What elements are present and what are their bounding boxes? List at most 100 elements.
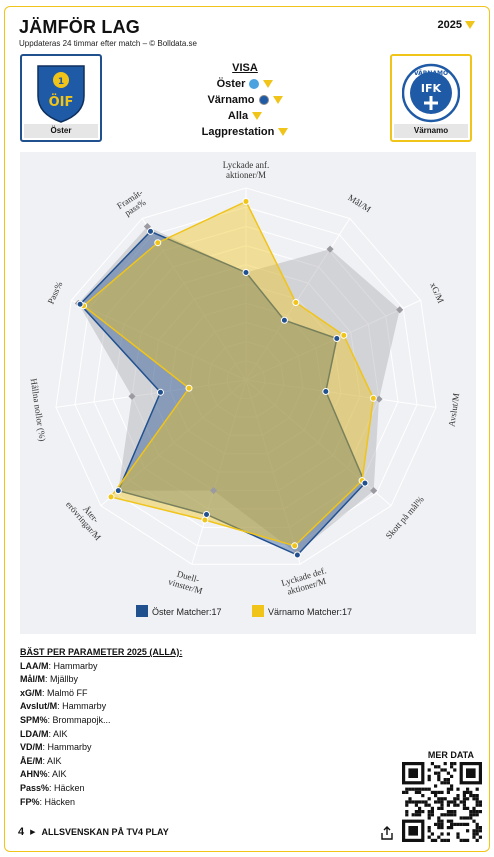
svg-text:1: 1 (58, 77, 64, 87)
radar-spoke (100, 379, 247, 507)
best-header: BÄST PER PARAMETER 2025 (ALLA): (20, 647, 183, 657)
footer-link[interactable]: 4 ▶ ALLSVENSKAN PÅ TV4 PLAY (18, 826, 169, 838)
best-item-team: : Häcken (49, 782, 85, 793)
svg-text:Hållna nollor (%): Hållna nollor (%) (29, 378, 48, 442)
best-list: LAA/M: Hammarby Mål/M: Mjällby xG/M: Malmö… (20, 660, 182, 810)
best-item: ÅE/M: AIK (20, 755, 182, 769)
best-item: LAA/M: Hammarby (20, 660, 182, 674)
oster-point[interactable] (333, 335, 341, 343)
team1-label: Öster (216, 78, 246, 90)
oster-point[interactable] (280, 316, 288, 324)
oster-point[interactable] (293, 551, 301, 559)
radar-spoke (245, 299, 421, 381)
varnamo-point[interactable] (185, 384, 193, 392)
axis-label: Hållna nollor (%) (29, 378, 48, 442)
chevron-down-icon (263, 80, 274, 88)
team-right-card[interactable]: VÄRNAMO IFK Värnamo (390, 54, 472, 142)
best-item-key: FP% (20, 796, 40, 807)
varnamo-point[interactable] (292, 298, 300, 306)
varnamo-crest-icon: VÄRNAMO IFK (402, 63, 460, 123)
radar-spoke (191, 379, 247, 565)
axis-label: xG/M (428, 281, 446, 305)
best-item-team: : Mjällby (45, 674, 79, 685)
tv4-logo-icon: 4 (18, 826, 25, 838)
year-select[interactable]: 2025 (438, 19, 475, 31)
oster-point[interactable] (114, 487, 122, 495)
series-varnamo-area (82, 200, 375, 547)
varnamo-point[interactable] (369, 394, 377, 402)
oster-point[interactable] (76, 300, 84, 308)
svg-text:Mål/M: Mål/M (346, 192, 372, 214)
svg-text:Avslut/M: Avslut/M (447, 392, 462, 427)
best-item-key: LAA/M (20, 660, 49, 671)
chevron-down-icon (465, 21, 475, 29)
metric-select[interactable]: Lagprestation (165, 124, 325, 140)
svg-text:xG/M: xG/M (428, 281, 446, 305)
right-logo-mid-text: IFK (421, 82, 442, 95)
axis-label: Mål/M (346, 192, 372, 214)
team2-label: Värnamo (207, 94, 255, 106)
oster-point[interactable] (242, 268, 250, 276)
best-item-key: Pass% (20, 782, 50, 793)
svg-text:Lyckade anf.: Lyckade anf. (223, 160, 269, 170)
team-right-name: Värnamo (394, 124, 468, 138)
radar-ring (74, 206, 418, 547)
filter-select[interactable]: Alla (165, 108, 325, 124)
oster-point[interactable] (156, 388, 164, 396)
oster-point[interactable] (147, 227, 155, 235)
league-point (396, 306, 404, 314)
best-item-key: Avslut/M (20, 701, 58, 712)
radar-ring (150, 283, 342, 473)
axis-label: Lyckade def.aktioner/M (280, 565, 327, 596)
qr-code[interactable] (402, 762, 482, 842)
team1-select[interactable]: Öster (165, 76, 325, 92)
radar-ring (169, 302, 323, 455)
series-oster-area (79, 230, 366, 556)
varnamo-point[interactable] (340, 331, 348, 339)
best-item: AHN%: AIK (20, 768, 182, 782)
radar-spoke (245, 379, 437, 408)
best-item-team: : AIK (48, 728, 68, 739)
best-item-key: xG/M (20, 687, 43, 698)
legend-label-varnamo: Värnamo Matcher:17 (268, 607, 352, 617)
flag-icon (249, 79, 260, 89)
best-item: LDA/M: AIK (20, 728, 182, 742)
radar-chart: Lyckade anf.aktioner/M Mål/M xG/M Avslut/M S… (29, 160, 462, 617)
radar-ring (207, 341, 285, 418)
oster-point[interactable] (203, 510, 211, 518)
best-per-parameter: BÄST PER PARAMETER 2025 (ALLA): LAA/M: H… (20, 646, 182, 809)
best-item-team: : AIK (47, 769, 67, 780)
radar-ring (112, 245, 380, 510)
varnamo-point[interactable] (291, 542, 299, 550)
league-point (210, 486, 218, 495)
radar-ring (55, 187, 437, 565)
varnamo-point[interactable] (107, 493, 115, 501)
axis-label: Framåt-pass% (115, 187, 148, 218)
best-item: Pass%: Häcken (20, 782, 182, 796)
best-item-key: Mål/M (20, 674, 46, 685)
best-item-team: : Hammarby (57, 701, 107, 712)
team2-select[interactable]: Värnamo (165, 92, 325, 108)
varnamo-point[interactable] (242, 197, 250, 205)
footer-text: ALLSVENSKAN PÅ TV4 PLAY (41, 827, 169, 837)
legend-label-oster: Öster Matcher:17 (152, 607, 222, 617)
share-icon[interactable] (380, 826, 394, 840)
league-point (326, 245, 334, 253)
radar-spoke (245, 218, 351, 381)
legend-swatch-varnamo (252, 605, 264, 617)
legend-swatch-oster (136, 605, 148, 617)
axis-label: Åter-erövringar/M (64, 499, 103, 542)
oster-point[interactable] (361, 479, 369, 487)
page-subtitle: Uppdateras 24 timmar efter match – © Bol… (19, 39, 197, 48)
left-logo-text: ÖIF (49, 94, 74, 110)
varnamo-point[interactable] (154, 239, 162, 247)
best-item-key: SPM% (20, 714, 48, 725)
team-left-card[interactable]: 1 ÖIF Öster (20, 54, 102, 142)
oster-point[interactable] (322, 387, 330, 395)
team-left-name: Öster (24, 124, 98, 138)
radar-grid (55, 187, 437, 565)
best-item: Mål/M: Mjällby (20, 673, 182, 687)
best-item-team: : Malmö FF (42, 687, 88, 698)
chevron-down-icon (272, 96, 283, 104)
svg-text:Pass%: Pass% (46, 280, 65, 306)
